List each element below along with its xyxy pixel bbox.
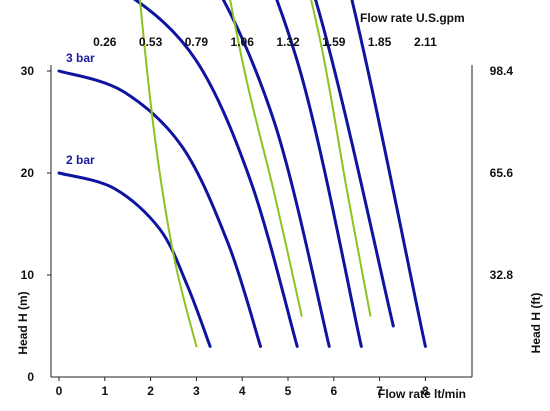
air-curve-20 [138, 0, 198, 348]
y2-tick-label: 98.4 [490, 64, 514, 78]
top-x-axis-title: Flow rate U.S.gpm [360, 11, 465, 25]
pressure-curve-7-bar [314, 0, 395, 328]
y2-tick-label: 65.6 [490, 166, 514, 180]
pressure-curve-8-bar [350, 0, 427, 348]
x-tick-label: 2 [147, 384, 154, 398]
pressure-curve-label: 2 bar [66, 153, 95, 167]
x-tick-label: 8 [422, 384, 429, 398]
pressure-curve-2-bar [57, 171, 212, 348]
pressure-curve-6-bar [275, 0, 363, 348]
pressure-curve-label: 3 bar [66, 51, 95, 65]
y-tick-label: 30 [21, 64, 35, 78]
x-tick-label: 3 [193, 384, 200, 398]
right-y-axis-title: Head H (ft) [529, 293, 543, 354]
x2-tick-label: 1.32 [276, 35, 300, 49]
x-tick-label: 5 [285, 384, 292, 398]
tick-labels: 0 1 2 3 4 5 6 7 8 0.26 0.53 0.79 1.06 1.32 1.59 1.85 2.1… [21, 35, 514, 398]
x2-tick-label: 1.59 [322, 35, 346, 49]
pressure-curve-3-bar [57, 69, 262, 348]
x2-tick-label: 0.26 [93, 35, 117, 49]
x-tick-label: 6 [330, 384, 337, 398]
x2-tick-label: 1.06 [231, 35, 255, 49]
x2-tick-label: 0.53 [139, 35, 163, 49]
bottom-x-axis-title: Flow rate lt/min [378, 387, 466, 401]
x-tick-label: 1 [101, 384, 108, 398]
air-consumption-curves: 204050 [138, 0, 372, 348]
pressure-curve-5-bar [221, 0, 331, 348]
x-tick-label: 7 [376, 384, 383, 398]
x-tick-label: 0 [56, 384, 63, 398]
air-curve-50 [310, 0, 372, 317]
x-tick-label: 4 [239, 384, 246, 398]
pressure-curve-4-bar [133, 0, 299, 348]
air-curve-40 [229, 0, 303, 317]
y-tick-label: 0 [27, 370, 34, 384]
y2-tick-label: 32.8 [490, 268, 514, 282]
x2-tick-label: 0.79 [185, 35, 209, 49]
x2-tick-label: 2.11 [414, 35, 437, 49]
y-tick-label: 10 [21, 268, 35, 282]
y-tick-label: 20 [21, 166, 35, 180]
x2-tick-label: 1.85 [368, 35, 392, 49]
axes [47, 65, 473, 381]
left-y-axis-title: Head H (m) [16, 291, 30, 354]
